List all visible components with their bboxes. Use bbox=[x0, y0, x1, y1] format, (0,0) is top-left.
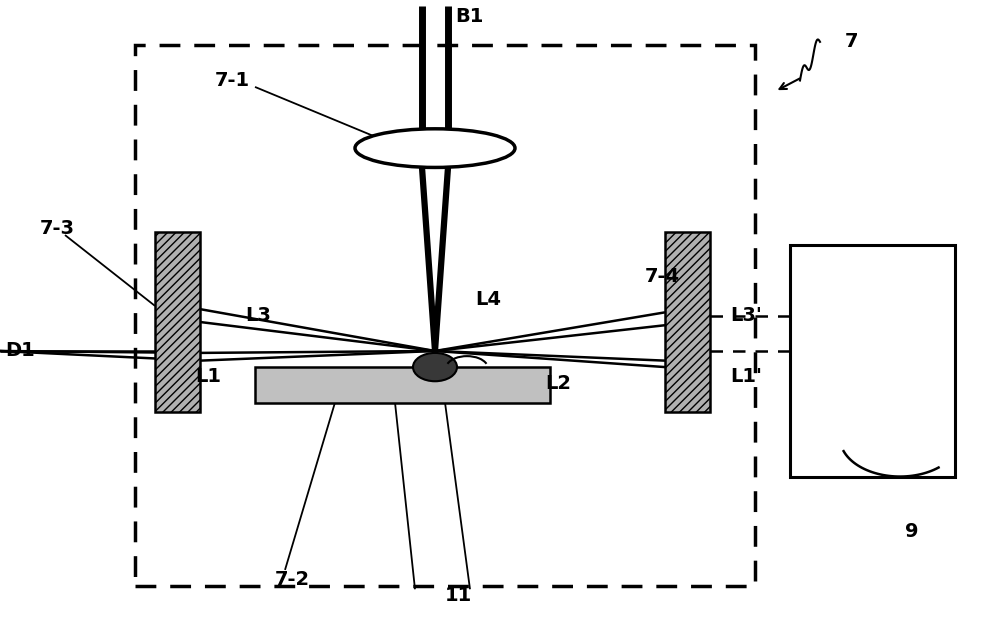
Bar bbox=[790, 245, 955, 477]
Ellipse shape bbox=[355, 129, 515, 167]
Text: 9: 9 bbox=[905, 522, 918, 541]
Text: D1: D1 bbox=[5, 341, 35, 361]
Text: 7-3: 7-3 bbox=[40, 219, 75, 238]
Text: L2: L2 bbox=[545, 374, 571, 393]
Text: 7-4: 7-4 bbox=[645, 267, 680, 287]
Text: 11: 11 bbox=[445, 586, 472, 605]
Text: 7-1: 7-1 bbox=[215, 71, 250, 90]
Bar bbox=[665, 232, 710, 412]
Bar bbox=[135, 45, 755, 586]
Text: B1: B1 bbox=[455, 6, 483, 26]
Text: L3: L3 bbox=[245, 306, 271, 325]
Text: L3': L3' bbox=[730, 306, 762, 325]
Bar bbox=[155, 232, 200, 412]
Ellipse shape bbox=[413, 353, 457, 381]
Text: L1': L1' bbox=[730, 367, 762, 386]
Bar bbox=[255, 367, 550, 402]
Text: 7-2: 7-2 bbox=[275, 570, 310, 589]
Text: 7: 7 bbox=[845, 32, 858, 52]
Text: L1: L1 bbox=[195, 367, 221, 386]
Text: L4: L4 bbox=[475, 290, 501, 309]
